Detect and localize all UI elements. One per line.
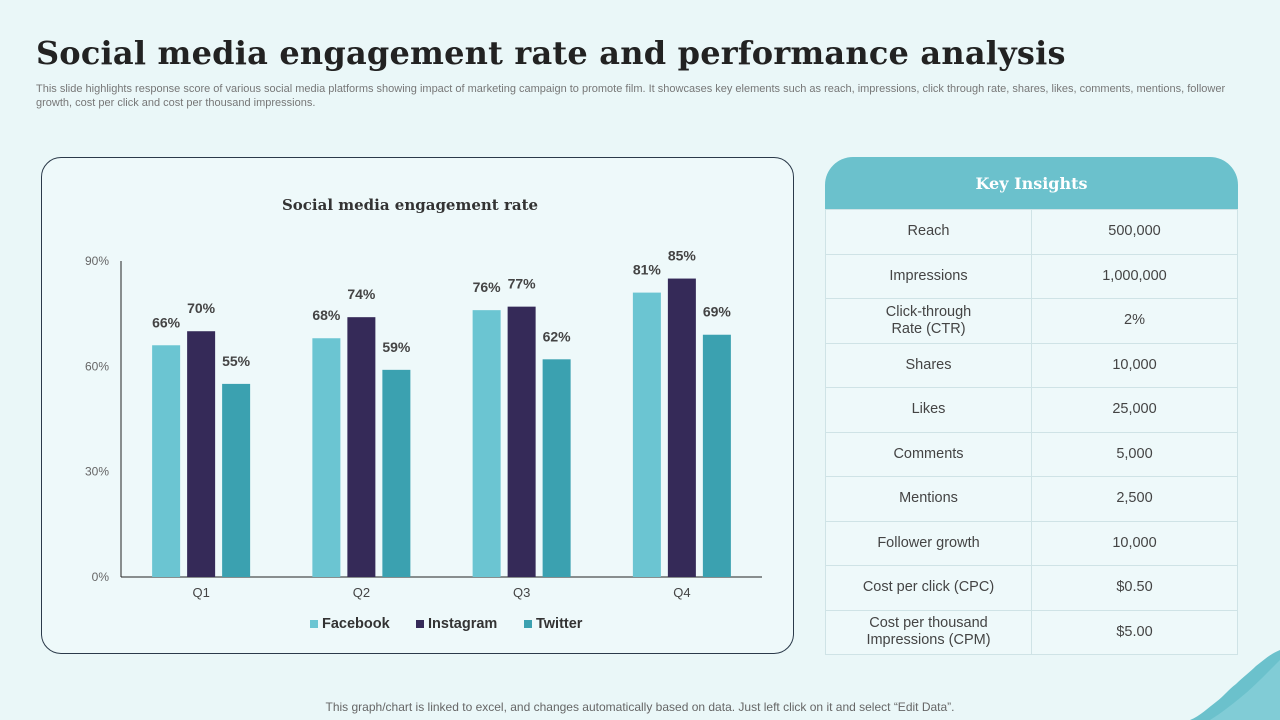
y-tick-label: 60% [85,359,109,373]
insight-label: Shares [825,342,1032,388]
x-tick-label: Q4 [673,585,690,600]
bar-instagram-q3 [507,306,536,577]
bar-instagram-q2 [347,317,376,577]
insight-row: Click-through Rate (CTR) 2% [825,298,1238,344]
y-tick-label: 0% [92,570,110,584]
y-tick-label: 90% [85,254,109,268]
data-label: 70% [187,300,216,316]
legend-swatch-twitter [524,620,532,628]
insight-label: Comments [825,431,1032,477]
insight-row: Reach 500,000 [825,209,1238,255]
data-label: 66% [152,314,181,330]
insight-row: Cost per click (CPC) $0.50 [825,565,1238,611]
insight-label: Follower growth [825,520,1032,566]
x-tick-label: Q1 [192,585,209,600]
insight-value: 10,000 [1031,342,1238,388]
footer-note: This graph/chart is linked to excel, and… [325,700,955,714]
corner-decoration [1190,650,1280,720]
insight-value: 1,000,000 [1031,253,1238,299]
bar-instagram-q4 [667,278,696,577]
data-label: 85% [668,248,697,264]
legend-swatch-facebook [310,620,318,628]
data-label: 74% [347,286,376,302]
data-label: 68% [312,307,341,323]
insight-label: Cost per click (CPC) [825,565,1032,611]
bar-twitter-q3 [542,359,571,577]
insight-row: Follower growth 10,000 [825,520,1238,566]
insight-row: Cost per thousand Impressions (CPM) $5.00 [825,609,1238,655]
insight-row: Impressions 1,000,000 [825,253,1238,299]
insight-label: Mentions [825,476,1032,522]
insight-row: Mentions 2,500 [825,476,1238,522]
insight-value: 5,000 [1031,431,1238,477]
bar-facebook-q2 [312,338,341,577]
data-label: 62% [543,328,572,344]
insight-row: Comments 5,000 [825,431,1238,477]
bar-twitter-q2 [382,369,411,577]
y-tick-label: 30% [85,465,109,479]
insight-value: 25,000 [1031,387,1238,433]
insight-value: $5.00 [1031,609,1238,655]
insight-value: 2% [1031,298,1238,344]
legend-swatch-instagram [416,620,424,628]
insight-value: 500,000 [1031,209,1238,255]
insight-label: Click-through Rate (CTR) [825,298,1032,344]
data-label: 59% [382,339,411,355]
page-title: Social media engagement rate and perform… [36,34,1066,72]
insight-value: $0.50 [1031,565,1238,611]
engagement-bar-chart[interactable]: Social media engagement rate 0% 30% 60% 90% 6… [42,158,795,655]
chart-title: Social media engagement rate [282,196,538,214]
x-tick-label: Q3 [513,585,530,600]
data-label: 69% [703,304,732,320]
insight-row: Shares 10,000 [825,342,1238,388]
data-label: 77% [508,276,537,292]
data-label: 81% [633,262,662,278]
legend-label-twitter: Twitter [536,616,583,632]
x-tick-label: Q2 [353,585,370,600]
insight-label: Impressions [825,253,1032,299]
bar-twitter-q4 [702,334,731,577]
key-insights-header: Key Insights [825,157,1238,209]
page-subtitle: This slide highlights response score of … [36,83,1226,109]
insight-label: Cost per thousand Impressions (CPM) [825,609,1032,655]
key-insights-table: Reach 500,000 Impressions 1,000,000 Click-th… [825,209,1238,655]
insight-value: 2,500 [1031,476,1238,522]
key-insights-panel: Key Insights Reach 500,000 Impressions 1,00… [825,157,1238,655]
data-label: 76% [473,279,502,295]
bar-facebook-q3 [472,310,501,577]
bar-facebook-q1 [152,345,181,577]
insight-label: Likes [825,387,1032,433]
insight-label: Reach [825,209,1032,255]
data-label: 55% [222,353,251,369]
chart-card[interactable]: Social media engagement rate 0% 30% 60% 90% 6… [41,157,794,654]
legend-label-instagram: Instagram [428,616,497,632]
insight-value: 10,000 [1031,520,1238,566]
bar-twitter-q1 [222,383,251,577]
bar-instagram-q1 [187,331,216,577]
bar-facebook-q4 [632,292,661,577]
legend-label-facebook: Facebook [322,616,391,632]
insight-row: Likes 25,000 [825,387,1238,433]
